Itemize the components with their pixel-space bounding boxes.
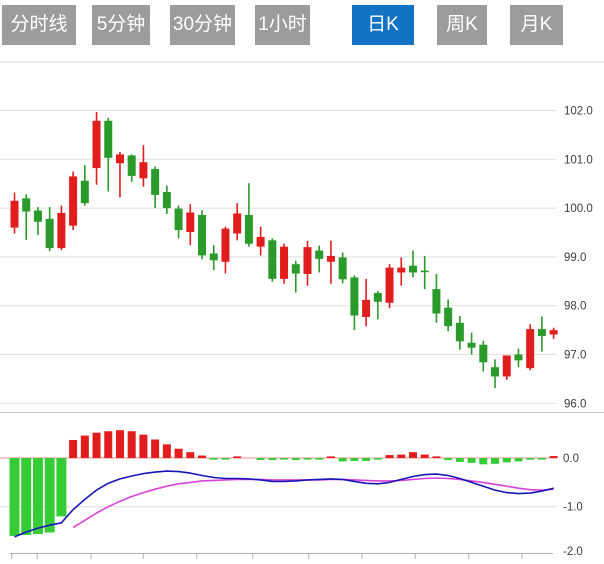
tab-5min[interactable]: 5分钟 [92, 5, 150, 45]
tab-daily-k[interactable]: 日K [352, 5, 414, 45]
svg-text:102.0: 102.0 [564, 106, 593, 118]
svg-text:-2.0: -2.0 [563, 546, 583, 558]
tab-30min[interactable]: 30分钟 [170, 5, 235, 45]
time-axis [10, 553, 553, 559]
svg-text:97.0: 97.0 [564, 350, 586, 362]
tab-timeline[interactable]: 分时线 [2, 5, 76, 45]
svg-text:-1.0: -1.0 [563, 502, 583, 514]
tab-weekly-k[interactable]: 周K [437, 5, 487, 45]
macd-dif-line [14, 470, 554, 538]
svg-text:101.0: 101.0 [564, 154, 593, 166]
interval-tabbar: 分时线 5分钟 30分钟 1小时 日K 周K 月K [0, 0, 604, 50]
svg-text:96.0: 96.0 [564, 398, 586, 410]
svg-text:0.0: 0.0 [563, 453, 579, 465]
tab-1hour[interactable]: 1小时 [255, 5, 310, 45]
svg-text:98.0: 98.0 [564, 301, 586, 313]
svg-text:100.0: 100.0 [564, 203, 593, 215]
macd-histogram [9, 430, 558, 536]
tab-monthly-k[interactable]: 月K [510, 5, 563, 45]
price-grid: 102.0 101.0 100.0 99.0 98.0 97.0 96.0 [0, 106, 593, 410]
svg-text:99.0: 99.0 [564, 252, 586, 264]
macd-grid: 0.0 -1.0 -2.0 [0, 453, 583, 558]
candles [10, 111, 558, 389]
kline-chart-canvas[interactable]: 102.0 101.0 100.0 99.0 98.0 97.0 96.0 0.0 -1.0 -2… [0, 50, 604, 559]
kline-chart[interactable]: 102.0 101.0 100.0 99.0 98.0 97.0 96.0 0.0 -1.0 -2… [0, 50, 604, 559]
